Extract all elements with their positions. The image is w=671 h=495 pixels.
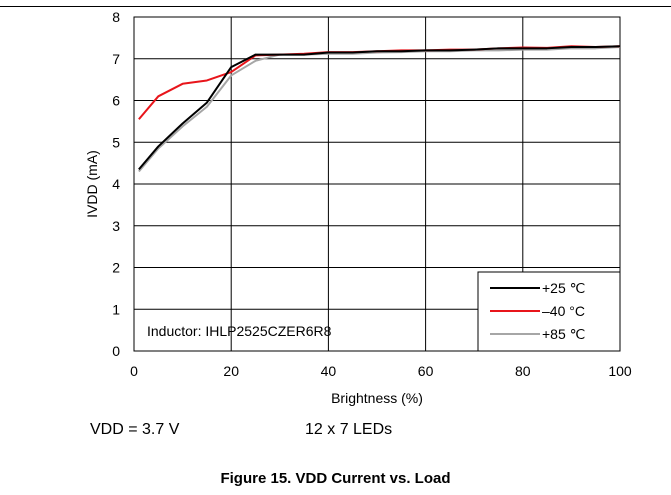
x-tick-label: 20 — [223, 363, 239, 379]
y-tick-labels: 0 1 2 3 4 5 6 7 8 — [112, 9, 120, 359]
legend-entry: +25 ℃ — [542, 280, 585, 296]
x-axis-label: Brightness (%) — [331, 390, 423, 406]
inductor-annotation: Inductor: IHLP2525CZER6R8 — [147, 323, 332, 339]
y-axis-label: IVDD (mA) — [84, 150, 100, 218]
top-rule — [0, 6, 671, 7]
y-tick-label: 4 — [112, 176, 120, 192]
y-tick-label: 8 — [112, 9, 120, 25]
figure-caption: Figure 15. VDD Current vs. Load — [220, 470, 451, 487]
x-tick-label: 40 — [321, 363, 337, 379]
chart-svg: 0 20 40 60 80 100 0 1 2 3 4 5 6 7 8 Brightness (%) IV… — [84, 9, 632, 406]
series-line — [138, 45, 621, 171]
x-tick-label: 100 — [608, 363, 632, 379]
series-line — [138, 45, 621, 120]
y-tick-label: 1 — [112, 301, 120, 317]
x-tick-label: 80 — [515, 363, 531, 379]
vdd-condition: VDD = 3.7 V — [90, 421, 180, 438]
y-tick-label: 2 — [112, 260, 120, 276]
legend-entry: +85 ℃ — [542, 326, 585, 342]
y-tick-label: 6 — [112, 93, 120, 109]
y-tick-label: 0 — [112, 343, 120, 359]
x-tick-label: 60 — [418, 363, 434, 379]
series-line — [138, 46, 621, 173]
series-layer — [138, 45, 621, 173]
legend: +25 ℃ –40 °C +85 ℃ — [477, 271, 621, 352]
legend-entry: –40 °C — [542, 303, 585, 319]
y-tick-label: 5 — [112, 134, 120, 150]
x-tick-labels: 0 20 40 60 80 100 — [130, 363, 632, 379]
plot-frame — [133, 16, 621, 352]
y-tick-label: 7 — [112, 51, 120, 67]
led-condition: 12 x 7 LEDs — [305, 421, 393, 438]
x-tick-label: 0 — [130, 363, 138, 379]
y-tick-label: 3 — [112, 218, 120, 234]
